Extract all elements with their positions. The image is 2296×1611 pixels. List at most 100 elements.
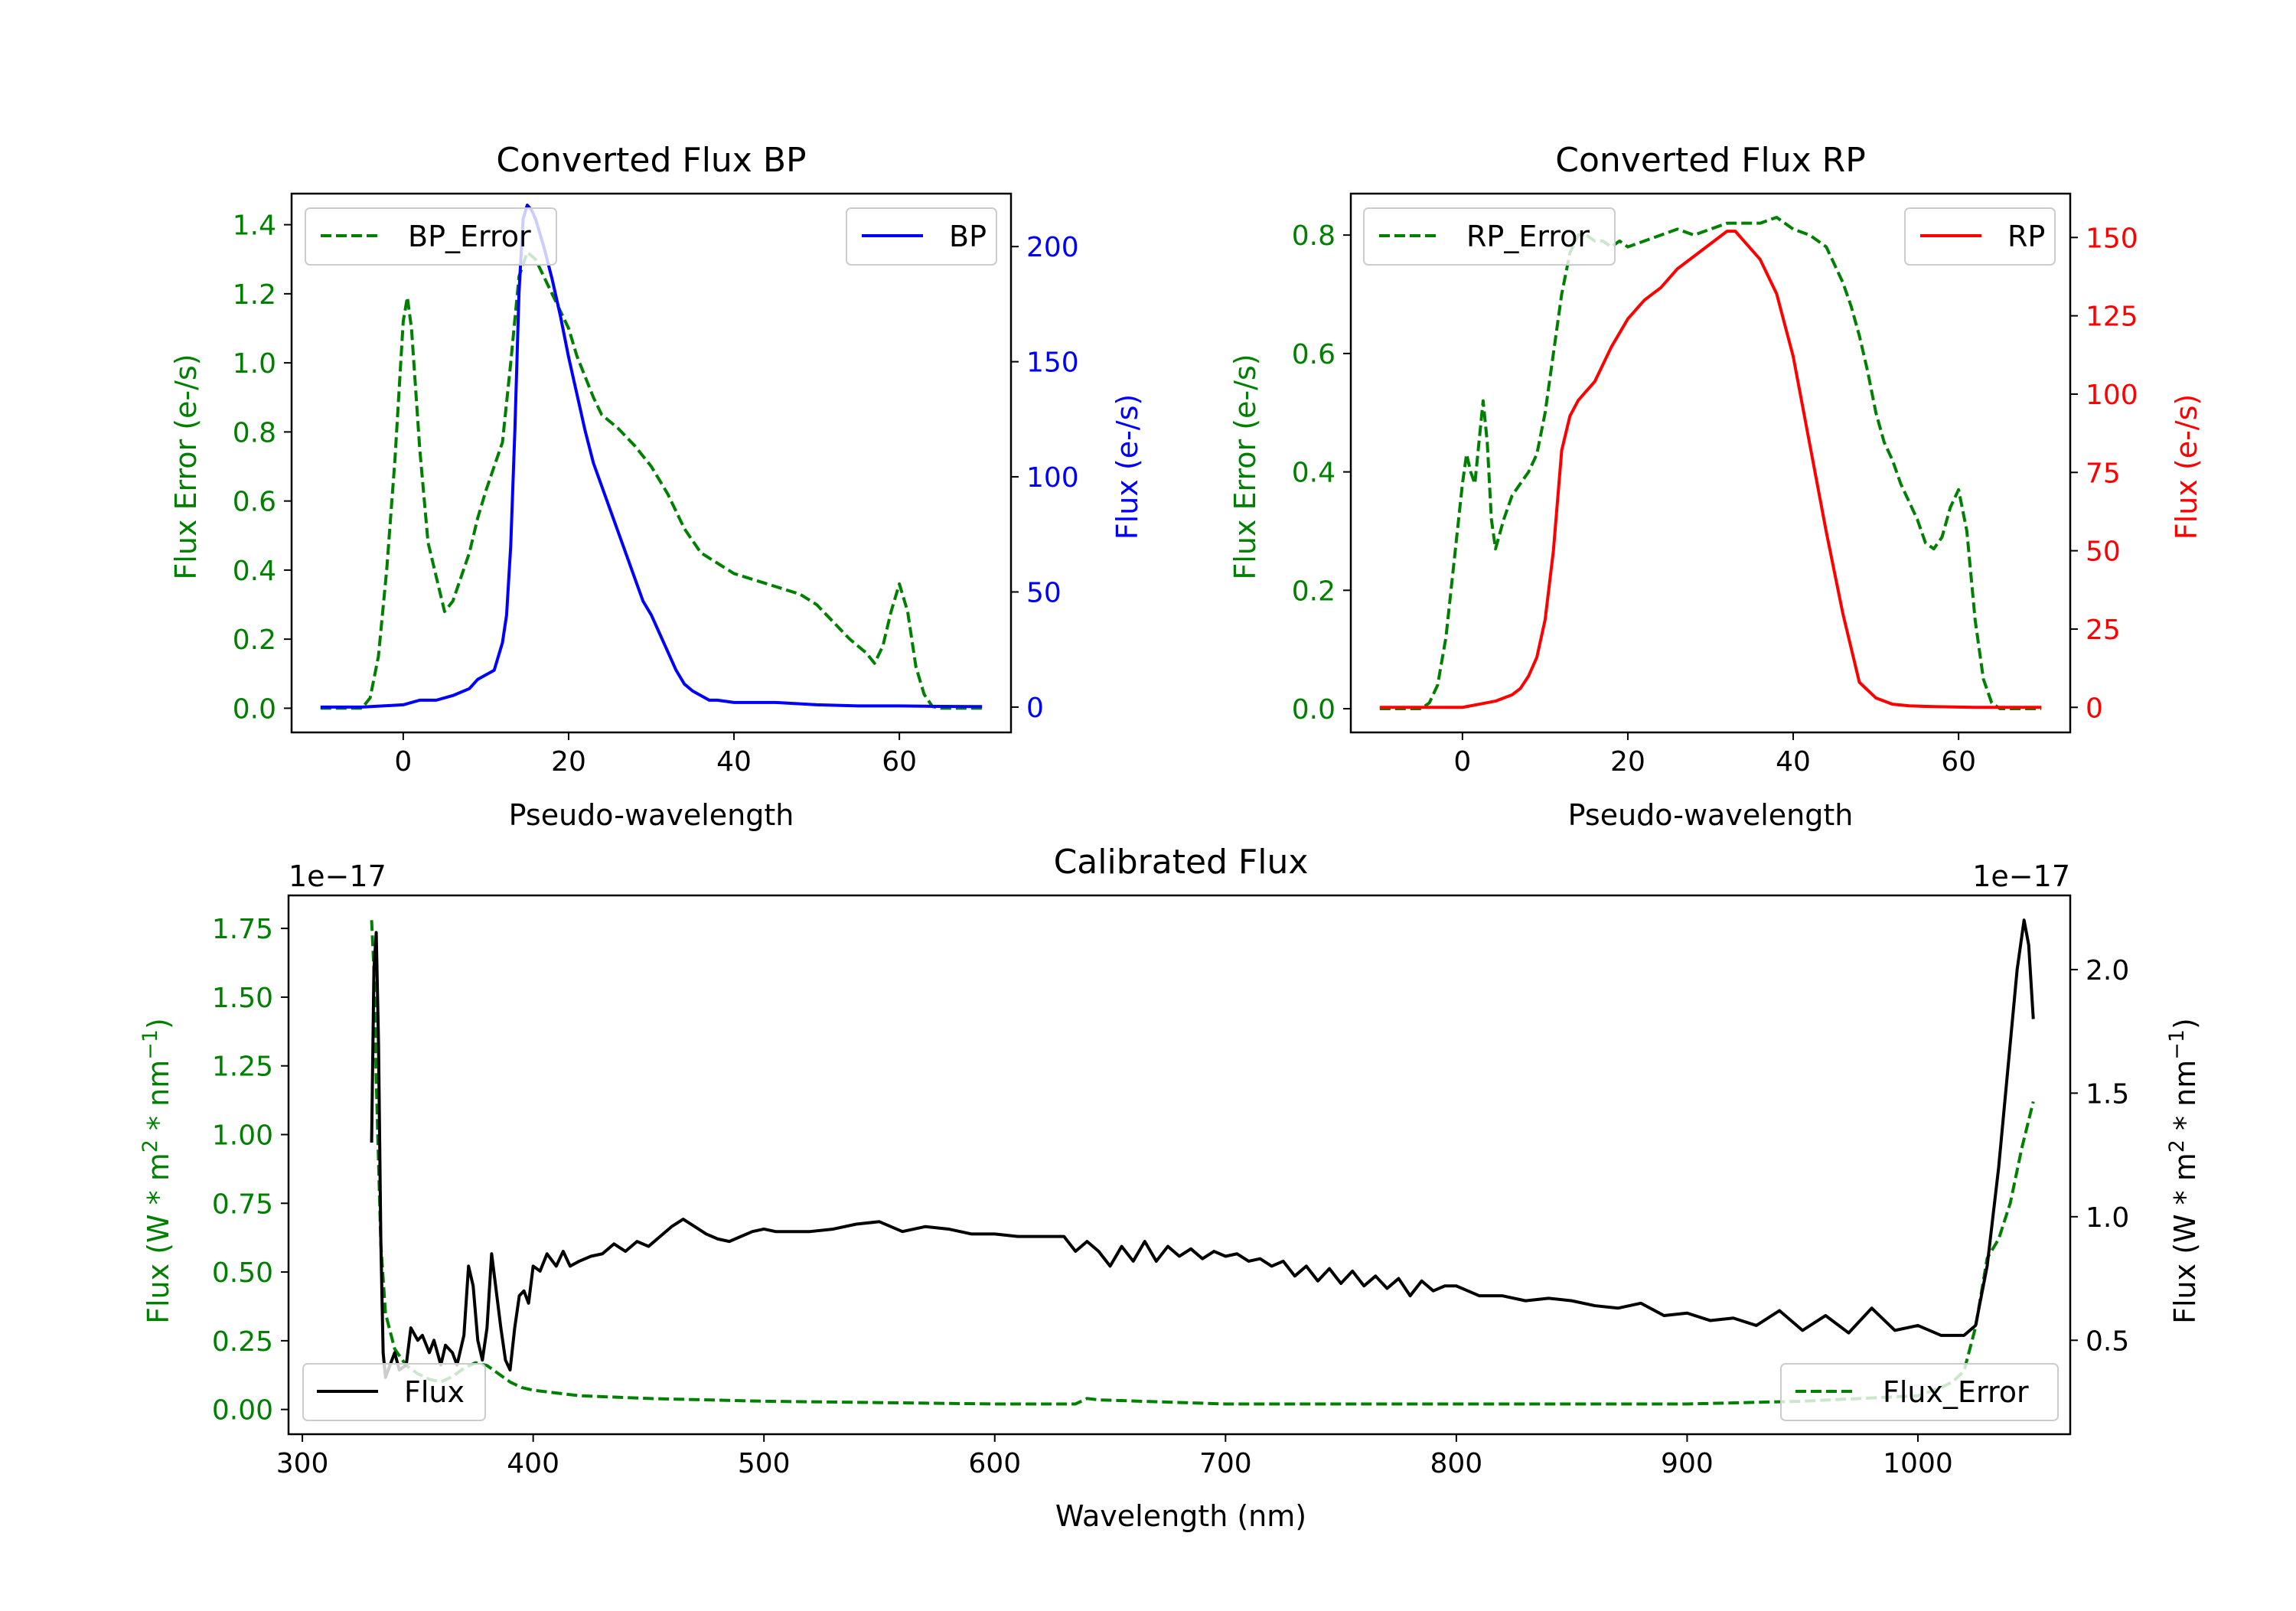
calibrated-left-axis-label-part: ) (142, 1018, 175, 1029)
calibrated-left-y-tick-label: 1.50 (212, 983, 273, 1014)
calibrated-series-flux (370, 918, 2035, 1379)
calibrated-left-axis-label-part: Flux (W * m (142, 1153, 175, 1324)
bp-right-y-tick-label: 200 (1026, 232, 1079, 263)
rp-left-y-tick-label: 0.4 (1292, 458, 1336, 489)
rp-series-rp (1379, 230, 2042, 709)
flux-error-legend-label: Flux_Error (1883, 1375, 2029, 1409)
bp-error-legend-label: BP_Error (408, 220, 531, 253)
rp-error-legend-label: RP_Error (1466, 220, 1590, 253)
calibrated-right-axis-label: Flux (W * m2 * nm−1) (2165, 1018, 2202, 1324)
calibrated-left-y-tick-label: 1.00 (212, 1120, 273, 1151)
calibrated-left-y-tick-label: 1.75 (212, 914, 273, 945)
bp-axes-frame (290, 192, 1013, 734)
calibrated-left-axis-label-superscript: 2 (139, 1140, 162, 1153)
bp-series-bp (320, 204, 983, 709)
rp-legend-left: RP_Error (1363, 207, 1616, 266)
bp-left-axis-label: Flux Error (e-/s) (169, 354, 203, 579)
rp-axes-frame (1349, 192, 2072, 734)
bp-left-y-tick-label: 0.0 (233, 693, 276, 725)
calibrated-legend-right-box (1780, 1363, 2059, 1421)
rp-right-y-tick-label: 25 (2086, 615, 2121, 646)
calibrated-x-tick-label: 800 (1430, 1448, 1483, 1479)
calibrated-plot-area (370, 918, 2035, 1406)
bp-x-axis-label: Pseudo-wavelength (509, 798, 794, 832)
calibrated-right-axis-label-superscript: −1 (2165, 1029, 2189, 1060)
calibrated-right-axis-label-part: ) (2168, 1018, 2202, 1029)
bp-legend-left-box (305, 207, 557, 266)
bp-legend-right: BP (846, 207, 997, 266)
calibrated-axes-frame (287, 894, 2072, 1436)
bp-plot-area (320, 204, 983, 710)
calibrated-x-tick-label: 900 (1661, 1448, 1714, 1479)
calibrated-left-y-tick-label: 0.75 (212, 1189, 273, 1220)
calibrated-chart-title: Calibrated Flux (1054, 843, 1309, 882)
calibrated-right-y-tick-label: 0.5 (2086, 1326, 2129, 1357)
calibrated-right-offset-label: 1e−17 (1972, 859, 2070, 893)
bp-x-tick-label: 60 (882, 746, 917, 778)
rp-right-y-tick-label: 100 (2086, 380, 2138, 411)
calibrated-left-y-tick-label: 0.00 (212, 1395, 273, 1427)
calibrated-x-tick-label: 400 (507, 1448, 559, 1479)
bp-left-y-tick-label: 1.2 (233, 279, 276, 311)
rp-x-tick-label: 0 (1453, 746, 1471, 778)
rp-left-y-tick-label: 0.0 (1292, 694, 1336, 726)
rp-right-y-tick-label: 150 (2086, 223, 2138, 254)
rp-right-y-tick-label: 50 (2086, 536, 2121, 568)
rp-right-y-tick-label: 125 (2086, 302, 2138, 333)
bp-series-bp-error (320, 250, 983, 710)
calibrated-right-axis-label-part: Flux (W * m (2168, 1153, 2202, 1324)
rp-legend-right: RP (1904, 207, 2056, 266)
bp-x-tick-label: 40 (716, 746, 752, 778)
bp-chart: Converted Flux BP Pseudo-wavelength Flux… (169, 141, 1144, 832)
bp-left-y-tick-label: 0.2 (233, 625, 276, 656)
bp-left-y-tick-label: 0.4 (233, 556, 276, 587)
bp-ticks: 0 20 40 60 0.0 0.2 0.4 0.6 0.8 1.0 1.2 1.4 0 50 100 150… (233, 210, 1079, 778)
bp-left-y-tick-label: 0.8 (233, 417, 276, 448)
calibrated-right-y-tick-label: 1.0 (2086, 1202, 2129, 1234)
calibrated-series-flux-error (370, 920, 2035, 1406)
calibrated-x-tick-label: 1000 (1883, 1448, 1953, 1479)
rp-legend-left-box (1363, 207, 1616, 266)
calibrated-right-axis-label-part: * nm (2168, 1060, 2202, 1140)
bp-right-y-tick-label: 100 (1026, 462, 1079, 494)
rp-chart-title: Converted Flux RP (1555, 141, 1866, 180)
bp-x-tick-label: 0 (394, 746, 412, 778)
rp-left-y-tick-label: 0.8 (1292, 220, 1336, 252)
rp-left-y-tick-label: 0.2 (1292, 576, 1336, 607)
rp-right-y-tick-label: 0 (2086, 693, 2103, 724)
bp-right-y-tick-label: 150 (1026, 347, 1079, 379)
rp-plot-area (1379, 215, 2042, 711)
rp-x-tick-label: 40 (1776, 746, 1811, 778)
calibrated-legend-left-box (302, 1363, 486, 1421)
rp-right-axis-label: Flux (e-/s) (2170, 394, 2203, 540)
bp-left-y-tick-label: 1.4 (233, 210, 276, 242)
bp-right-y-tick-label: 50 (1026, 577, 1062, 608)
calibrated-x-axis-label: Wavelength (nm) (1055, 1499, 1306, 1533)
rp-ticks: 0 20 40 60 0.0 0.2 0.4 0.6 0.8 0 25 50 75 100 125 150 (1292, 220, 2138, 778)
rp-right-y-tick-label: 75 (2086, 458, 2121, 489)
calibrated-right-axis-label-superscript: 2 (2165, 1140, 2189, 1153)
calibrated-x-tick-label: 300 (276, 1448, 329, 1479)
bp-right-axis-label: Flux (e-/s) (1110, 394, 1144, 540)
calibrated-right-y-tick-label: 2.0 (2086, 955, 2129, 986)
calibrated-left-axis-label-superscript: −1 (139, 1029, 162, 1060)
bp-chart-title: Converted Flux BP (496, 141, 806, 180)
rp-series-rp-error (1379, 215, 2042, 711)
calibrated-legend-left: Flux (302, 1363, 486, 1421)
rp-x-tick-label: 20 (1610, 746, 1645, 778)
calibrated-x-tick-label: 600 (968, 1448, 1021, 1479)
bp-left-y-tick-label: 0.6 (233, 487, 276, 518)
calibrated-chart: Calibrated Flux Wavelength (nm) 1e−17 1e… (139, 843, 2202, 1533)
calibrated-left-y-tick-label: 0.25 (212, 1326, 273, 1358)
bp-left-y-tick-label: 1.0 (233, 348, 276, 380)
flux-legend-label: Flux (404, 1375, 465, 1409)
calibrated-legend-right: Flux_Error (1780, 1363, 2059, 1421)
rp-x-tick-label: 60 (1941, 746, 1976, 778)
rp-x-axis-label: Pseudo-wavelength (1568, 798, 1854, 832)
calibrated-ticks: 300 400 500 600 700 800 900 1000 0.00 0.25 0.50 0.7… (212, 914, 2129, 1479)
calibrated-left-y-tick-label: 0.50 (212, 1257, 273, 1289)
rp-legend-label: RP (2007, 220, 2045, 253)
rp-chart: Converted Flux RP Pseudo-wavelength Flux… (1228, 141, 2203, 832)
